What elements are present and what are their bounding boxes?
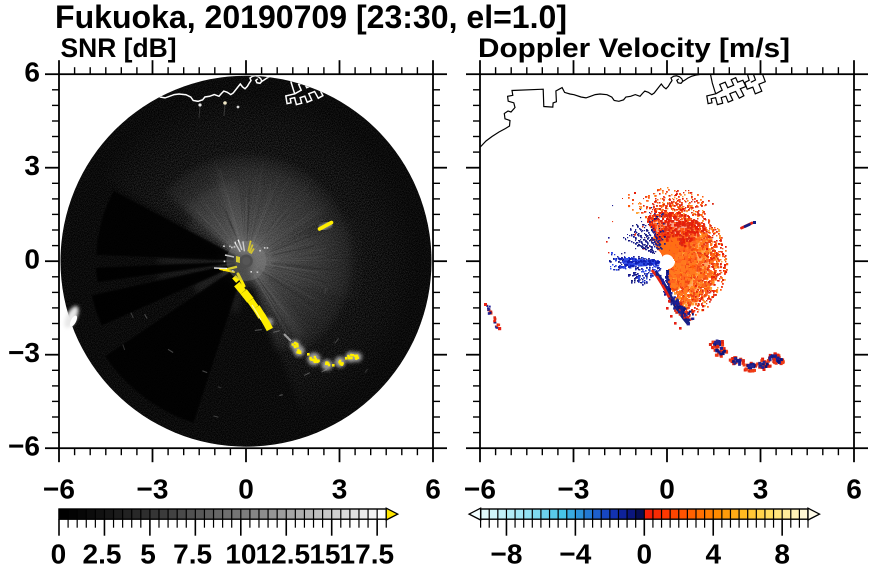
svg-text:0: 0 [51,539,67,570]
svg-text:5: 5 [140,539,156,570]
svg-text:Doppler Velocity [m/s]: Doppler Velocity [m/s] [478,33,790,63]
svg-text:3: 3 [753,474,769,505]
svg-text:SNR [dB]: SNR [dB] [61,33,177,63]
svg-text:6: 6 [425,474,441,505]
svg-text:6: 6 [846,474,862,505]
svg-text:−3: −3 [8,337,40,368]
svg-text:17.5: 17.5 [340,539,395,570]
svg-text:6: 6 [24,57,40,88]
svg-text:12.5: 12.5 [256,539,311,570]
svg-text:0: 0 [238,474,254,505]
svg-text:8: 8 [774,539,790,570]
svg-text:−3: −3 [137,474,169,505]
svg-text:Fukuoka, 20190709 [23:30, el=1: Fukuoka, 20190709 [23:30, el=1.0] [55,0,567,35]
svg-text:2.5: 2.5 [83,539,122,570]
svg-text:−6: −6 [43,474,75,505]
svg-text:4: 4 [705,539,721,570]
svg-text:−6: −6 [464,474,496,505]
svg-text:−6: −6 [8,431,40,462]
svg-text:15: 15 [309,539,340,570]
svg-text:3: 3 [24,150,40,181]
svg-text:0: 0 [637,539,653,570]
svg-text:10: 10 [225,539,256,570]
svg-text:0: 0 [24,244,40,275]
svg-text:7.5: 7.5 [173,539,212,570]
svg-text:0: 0 [659,474,675,505]
svg-text:−4: −4 [559,539,591,570]
svg-text:3: 3 [332,474,348,505]
svg-text:−8: −8 [490,539,522,570]
svg-text:−3: −3 [558,474,590,505]
